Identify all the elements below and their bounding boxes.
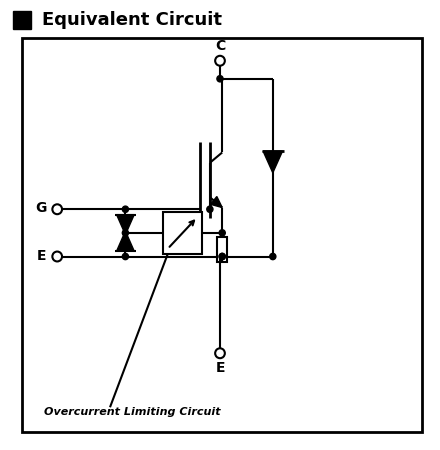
Circle shape [122, 253, 128, 260]
Polygon shape [117, 231, 134, 251]
Polygon shape [211, 197, 222, 207]
Text: Equivalent Circuit: Equivalent Circuit [42, 11, 222, 29]
Circle shape [52, 204, 62, 214]
Bar [22, 38, 422, 432]
Text: E: E [37, 248, 46, 263]
Bar [13, 11, 31, 29]
Circle shape [219, 253, 225, 260]
Circle shape [219, 253, 225, 260]
Polygon shape [263, 151, 282, 173]
Text: E: E [215, 361, 225, 375]
Circle shape [122, 206, 128, 212]
Circle shape [207, 206, 213, 212]
Circle shape [270, 253, 276, 260]
Circle shape [219, 230, 225, 236]
Circle shape [52, 252, 62, 261]
Polygon shape [117, 215, 134, 235]
Text: C: C [215, 39, 225, 53]
Circle shape [217, 76, 223, 82]
Bar [217, 237, 227, 262]
Text: G: G [35, 201, 46, 216]
Text: Overcurrent Limiting Circuit: Overcurrent Limiting Circuit [44, 407, 220, 417]
Circle shape [215, 348, 225, 358]
Circle shape [215, 56, 225, 66]
Bar [163, 212, 202, 254]
Circle shape [122, 230, 128, 236]
